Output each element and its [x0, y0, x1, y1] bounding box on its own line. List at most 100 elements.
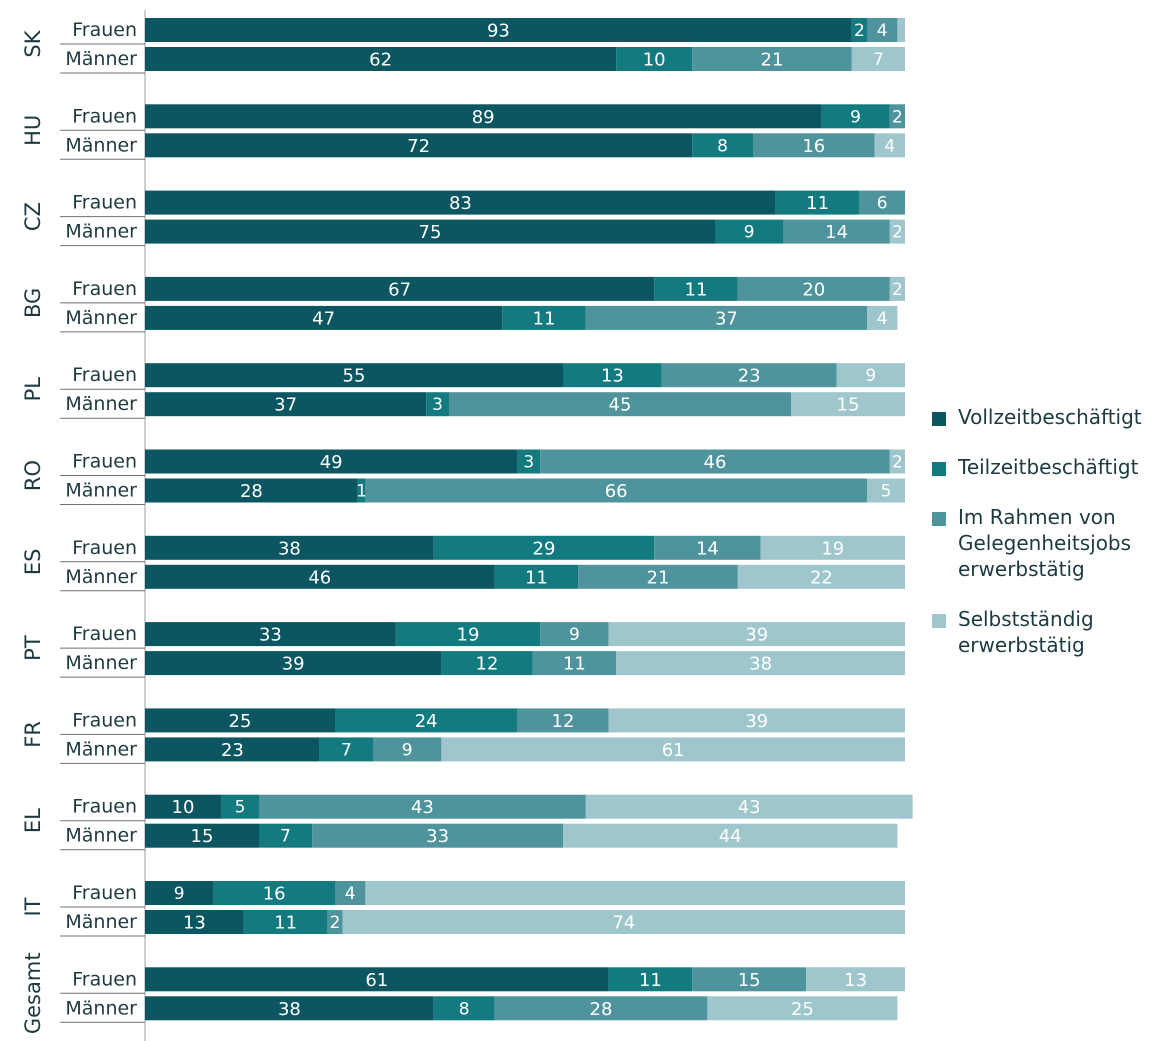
bar-segment-3: [661, 363, 837, 388]
data-label: 83: [449, 193, 472, 214]
bar-segment-1: [145, 133, 693, 158]
chart-legend: Vollzeitbeschäftigt Teilzeitbeschäftigt Im…: [930, 404, 1154, 682]
data-label: 89: [472, 107, 495, 128]
bar-segment-3: [578, 564, 738, 589]
bar-segment-4: [889, 219, 905, 244]
row-label: Männer: [65, 134, 137, 156]
data-label: 20: [802, 279, 825, 300]
bar-segment-4: [342, 910, 906, 934]
data-label: 2: [892, 107, 903, 127]
data-label: 11: [639, 970, 662, 991]
group-label-el: EL: [21, 808, 45, 833]
data-label: 61: [662, 740, 685, 761]
data-label: 43: [411, 797, 434, 818]
data-label: 10: [172, 797, 195, 818]
row-label: Frauen: [72, 19, 137, 41]
data-label: 23: [221, 740, 244, 761]
data-label: 8: [717, 136, 728, 156]
bar-segment-2: [259, 823, 313, 848]
bar-segment-1: [145, 478, 358, 503]
data-label: 46: [704, 452, 727, 473]
data-label: 11: [533, 308, 556, 329]
row-label: Frauen: [72, 882, 137, 904]
row-label: Männer: [65, 307, 137, 329]
legend-label: Teilzeitbeschäftigt: [958, 455, 1139, 479]
data-label: 23: [738, 366, 761, 387]
row-label: Frauen: [72, 364, 137, 386]
data-label: 12: [552, 711, 575, 732]
data-label: 2: [330, 913, 341, 933]
data-label: 12: [476, 654, 499, 675]
data-label: 15: [837, 395, 860, 416]
bar-segment-1: [145, 363, 563, 388]
bar-segment-2: [616, 47, 693, 71]
bar-segment-4: [365, 881, 905, 905]
data-label: 11: [274, 913, 297, 934]
group-label-cz: CZ: [21, 202, 45, 231]
bar-segment-3: [867, 18, 898, 42]
data-label: 19: [821, 538, 844, 559]
data-label: 22: [810, 567, 833, 588]
bar-segment-2: [335, 708, 518, 733]
data-label: 9: [174, 884, 185, 904]
bar-segment-4: [836, 363, 905, 388]
row-label: Frauen: [72, 278, 137, 300]
data-label: 47: [312, 308, 335, 329]
bar-segment-1: [145, 276, 655, 301]
bar-segment-2: [821, 104, 890, 129]
data-label: 10: [643, 50, 666, 71]
bar-segment-3: [859, 190, 905, 215]
data-label: 61: [365, 970, 388, 991]
data-label: 33: [426, 826, 449, 847]
bar-segment-4: [760, 535, 905, 560]
bar-segment-3: [517, 708, 609, 733]
bar-segment-3: [783, 219, 890, 244]
bar-segment-3: [692, 47, 852, 71]
data-label: 21: [647, 567, 670, 588]
legend-label: Vollzeitbeschäftigt: [958, 405, 1142, 429]
legend-item: Vollzeitbeschäftigt: [930, 404, 1154, 430]
bar-segment-4: [608, 622, 905, 647]
data-label: 38: [749, 654, 772, 675]
bar-segment-2: [221, 794, 259, 819]
data-label: 19: [457, 625, 480, 646]
row-label: Männer: [65, 738, 137, 760]
data-label: 46: [308, 567, 331, 588]
bar-segment-1: [145, 708, 335, 733]
group-label-hu: HU: [21, 115, 45, 146]
bar-segment-4: [851, 47, 905, 71]
bar-segment-2: [395, 622, 541, 647]
data-label: 4: [877, 309, 888, 329]
bar-segment-1: [145, 794, 221, 819]
data-label: 2: [892, 223, 903, 243]
row-label: Männer: [65, 48, 137, 70]
data-label: 25: [229, 711, 252, 732]
bar-segment-4: [737, 564, 905, 589]
bar-segment-2: [213, 881, 335, 905]
data-label: 2: [892, 453, 903, 473]
bar-segment-3: [259, 794, 586, 819]
data-label: 13: [844, 970, 867, 991]
bar-segment-1: [145, 564, 495, 589]
data-label: 9: [865, 366, 876, 386]
legend-label: Im Rahmen von Gelegenheitsjobs erwerbstä…: [958, 505, 1132, 581]
bar-segment-2: [654, 276, 738, 301]
data-label: 75: [419, 222, 442, 243]
data-label: 4: [345, 884, 356, 904]
data-label: 72: [407, 136, 430, 157]
data-label: 66: [605, 481, 628, 502]
row-label: Frauen: [72, 451, 137, 473]
bar-segment-1: [145, 47, 617, 71]
legend-item: Selbstständig erwerbstätig: [930, 606, 1154, 658]
data-label: 15: [738, 970, 761, 991]
bar-segment-1: [145, 104, 822, 129]
bar-segment-1: [145, 967, 609, 992]
legend-swatch: [932, 614, 946, 628]
data-label: 3: [432, 395, 443, 415]
data-label: 29: [533, 538, 556, 559]
data-label: 11: [525, 567, 548, 588]
bar-segment-1: [145, 190, 776, 215]
bar-segment-3: [889, 104, 905, 129]
bar-segment-2: [426, 392, 449, 417]
